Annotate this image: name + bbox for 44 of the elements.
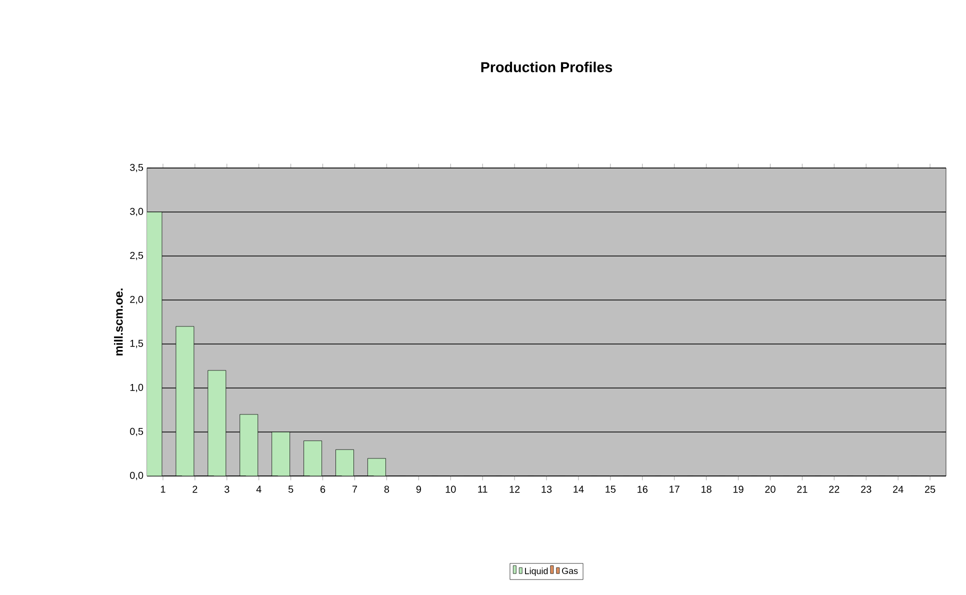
- x-tick-label: 3: [224, 486, 230, 493]
- x-tick-label: 17: [670, 486, 680, 493]
- x-tick-label: 19: [733, 486, 744, 493]
- x-tick-label: 16: [638, 486, 648, 493]
- y-axis-title: mill.scm.oe.: [114, 288, 123, 356]
- y-tick-label: 1,5: [130, 340, 144, 348]
- bar: [336, 450, 354, 476]
- chart-title: Production Profiles: [481, 62, 612, 72]
- y-tick-label: 2,0: [130, 296, 144, 304]
- x-tick-label: 20: [765, 486, 776, 493]
- bar: [272, 432, 290, 476]
- x-tick-label: 13: [542, 486, 552, 493]
- x-tick-label: 4: [256, 486, 262, 493]
- y-tick-label: 0,5: [130, 428, 144, 436]
- x-tick-label: 9: [416, 486, 421, 493]
- x-tick-label: 12: [510, 486, 520, 493]
- x-tick-label: 14: [574, 486, 584, 493]
- bar: [368, 458, 386, 476]
- x-tick-label: 15: [606, 486, 616, 493]
- x-tick-label: 22: [829, 486, 840, 493]
- x-tick-label: 25: [924, 486, 936, 493]
- x-tick-label: 23: [861, 486, 872, 493]
- legend-label: Gas: [562, 568, 578, 574]
- x-tick-label: 24: [893, 486, 904, 493]
- legend-label: Liquid: [525, 568, 548, 576]
- bar: [240, 414, 258, 476]
- x-tick-label: 6: [320, 486, 326, 493]
- x-tick-label: 10: [446, 486, 456, 493]
- x-tick-label: 18: [702, 486, 712, 493]
- bar: [304, 440, 322, 476]
- x-tick-label: 5: [288, 486, 294, 493]
- y-tick-label: 0,0: [130, 472, 144, 480]
- y-tick-label: 3,0: [130, 208, 144, 216]
- x-tick-label: 8: [384, 486, 390, 493]
- y-tick-label: 1,0: [130, 384, 144, 392]
- bar: [208, 370, 226, 476]
- x-tick-label: 2: [192, 486, 198, 493]
- x-tick-label: 11: [478, 486, 488, 493]
- bar: [176, 326, 194, 476]
- x-tick-label: 21: [797, 486, 808, 493]
- y-tick-label: 3,5: [130, 164, 144, 172]
- x-tick-label: 7: [352, 486, 358, 493]
- x-tick-label: 1: [160, 486, 166, 493]
- y-tick-label: 2,5: [130, 252, 144, 260]
